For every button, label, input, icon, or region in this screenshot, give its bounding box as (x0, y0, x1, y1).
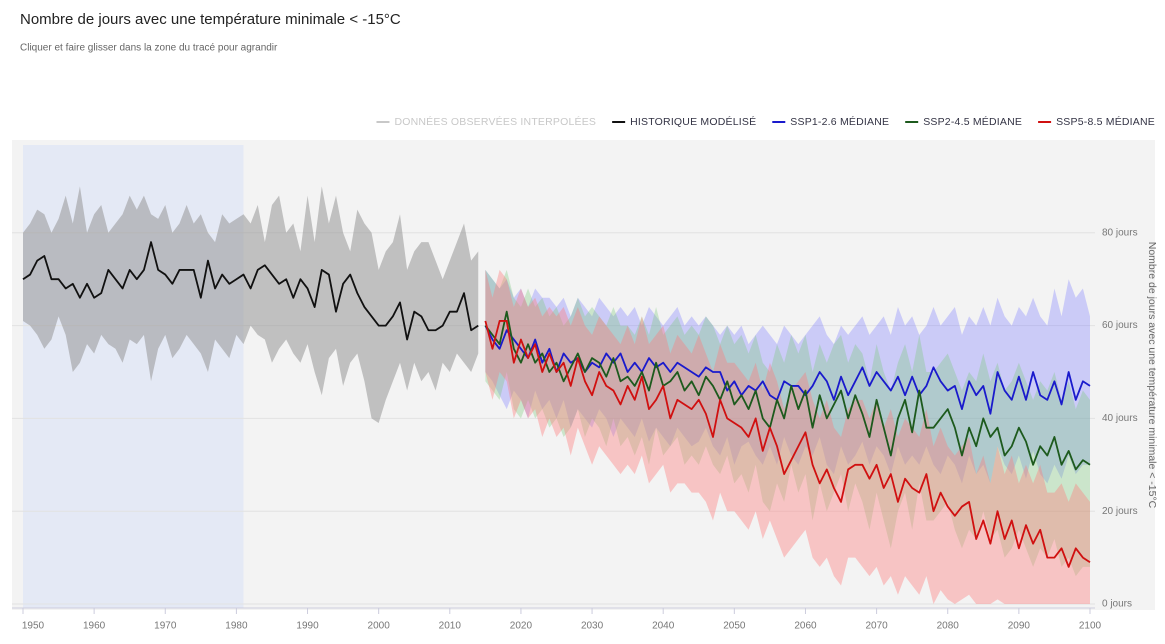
y-tick-label: 60 jours (1102, 320, 1138, 331)
y-tick-label: 20 jours (1102, 506, 1138, 517)
median-line (484, 320, 1091, 568)
median-line (484, 310, 1091, 471)
x-tick-label: 2080 (937, 621, 960, 632)
x-tick-label: 2070 (865, 621, 888, 632)
range-band (485, 269, 1090, 484)
x-tick-label: 1960 (83, 621, 106, 632)
x-tick-label: 2090 (1008, 621, 1031, 632)
legend-label[interactable]: SSP2-4.5 MÉDIANE (923, 115, 1022, 128)
legend-label[interactable]: SSP1-2.6 MÉDIANE (790, 115, 889, 128)
x-tick-label: 1990 (296, 621, 319, 632)
x-tick-label: 2010 (439, 621, 462, 632)
x-tick-label: 2020 (510, 621, 533, 632)
legend-label[interactable]: HISTORIQUE MODÉLISÉ (630, 115, 756, 128)
median-line (22, 241, 479, 341)
x-tick-label: 1980 (225, 621, 248, 632)
x-tick-label: 2100 (1079, 621, 1102, 632)
x-tick-label: 2000 (368, 621, 391, 632)
legend-label[interactable]: DONNÉES OBSERVÉES INTERPOLÉES (394, 115, 596, 128)
x-tick-label: 1950 (22, 621, 45, 632)
y-tick-label: 80 jours (1102, 227, 1138, 238)
x-tick-label: 1970 (154, 621, 177, 632)
chart-subtitle: Cliquer et faire glisser dans la zone du… (20, 43, 278, 54)
x-tick-label: 2030 (581, 621, 604, 632)
x-tick-label: 2040 (652, 621, 675, 632)
range-band (485, 269, 1090, 604)
chart-title: Nombre de jours avec une température min… (20, 11, 401, 28)
y-tick-label: 40 jours (1102, 413, 1138, 424)
y-tick-label: 0 jours (1102, 599, 1132, 610)
range-band (23, 186, 479, 424)
y-axis-label: Nombre de jours avec une température min… (1146, 242, 1158, 509)
legend-label[interactable]: SSP5-8.5 MÉDIANE (1056, 115, 1155, 128)
x-tick-label: 2050 (723, 621, 746, 632)
x-tick-label: 2060 (794, 621, 817, 632)
